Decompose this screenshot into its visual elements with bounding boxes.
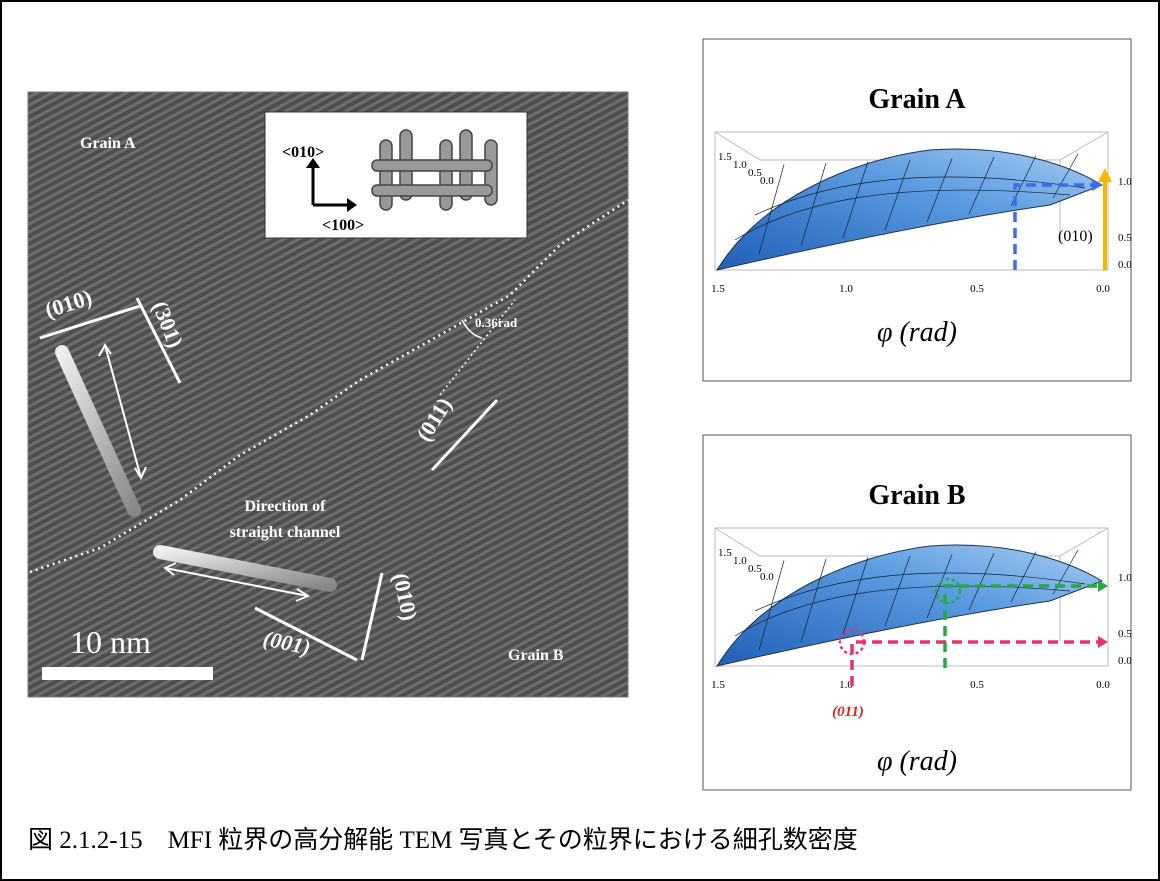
right-tick: 1.0	[1118, 572, 1132, 584]
corner-tick: 0.0	[760, 175, 774, 187]
panel-border	[702, 38, 1132, 382]
bottom-tick: 0.5	[970, 283, 984, 295]
guide-arrow	[1013, 183, 1092, 270]
inset-label: <010>	[282, 144, 324, 161]
corner-tick: 0.5	[748, 167, 762, 179]
axis-label: φ (rad)	[877, 746, 957, 777]
plot-panel: Grain B1.5 1.0 0.5 0.01.00.50.01.51.00.50.0…	[702, 434, 1132, 791]
plot-title: Grain B	[868, 480, 965, 511]
right-tick: 0.0	[1118, 655, 1132, 667]
arrow-head	[1098, 580, 1108, 592]
surface-grid	[734, 572, 1086, 637]
surface-grid	[968, 552, 995, 611]
panel-border	[702, 434, 1132, 791]
right-tick: 0.0	[1118, 259, 1132, 271]
corner-tick: 0.0	[760, 571, 774, 583]
angle-label: 0.36rad	[475, 315, 518, 330]
surface	[715, 544, 1104, 667]
marker-circle	[934, 577, 962, 605]
grain-boundary	[29, 198, 629, 574]
bottom-tick: 1.0	[839, 679, 853, 691]
surface-grid	[884, 555, 911, 627]
tem-image: <010> <100> Grain A (010) (301) 0.36rad …	[27, 91, 629, 698]
bottom-tick: 1.5	[711, 679, 725, 691]
surface-grid	[734, 176, 1086, 241]
scale-bar	[42, 667, 213, 680]
surface-grid	[800, 162, 827, 247]
surface	[715, 148, 1104, 271]
plot-title: Grain A	[868, 84, 966, 115]
direction-label: Direction of	[244, 498, 326, 515]
marker-circle	[838, 628, 866, 656]
corner-tick: 1.5	[718, 547, 732, 559]
inset-label: <100>	[322, 217, 364, 234]
arrow-head	[1098, 636, 1108, 648]
grain-label: Grain A	[80, 135, 136, 152]
surface-grid	[758, 560, 785, 651]
corner-tick: 0.5	[748, 563, 762, 575]
bottom-tick: 0.0	[1096, 679, 1110, 691]
caption: 図 2.1.2-15 MFI 粒界の高分解能 TEM 写真とその粒界における細孔…	[28, 826, 858, 854]
surface-grid	[842, 557, 869, 635]
surface-grid	[884, 159, 911, 231]
arrow-head	[1092, 179, 1102, 191]
surface-grid	[1052, 153, 1079, 199]
surface-grid	[800, 558, 827, 643]
right-tick: 0.5	[1118, 628, 1132, 640]
grain-label: Grain B	[508, 647, 564, 664]
plot-panel: Grain A1.5 1.0 0.5 0.01.00.50.01.51.00.50.0…	[702, 38, 1132, 382]
bottom-tick: 1.5	[711, 283, 725, 295]
bottom-tick: 1.0	[839, 283, 853, 295]
arrow-head	[1098, 168, 1112, 182]
corner-tick: 1.5	[718, 151, 732, 163]
right-tick: 0.5	[1118, 232, 1132, 244]
surface-grid	[758, 164, 785, 255]
surface-grid	[968, 156, 995, 215]
corner-tick: 1.0	[733, 159, 747, 171]
scale-label: 10 nm	[70, 624, 151, 660]
bottom-tick: 0.5	[970, 679, 984, 691]
direction-label: straight channel	[230, 524, 341, 541]
corner-tick: 1.0	[733, 555, 747, 567]
annotation: (010)	[1058, 228, 1093, 245]
axis-label: φ (rad)	[877, 317, 957, 348]
bottom-tick: 0.0	[1096, 283, 1110, 295]
surface-grid	[842, 161, 869, 239]
annotation: (011)	[832, 704, 864, 720]
inset	[264, 111, 528, 239]
guide-arrow	[850, 640, 1098, 686]
guide-arrow	[943, 584, 1098, 668]
right-tick: 1.0	[1118, 176, 1132, 188]
